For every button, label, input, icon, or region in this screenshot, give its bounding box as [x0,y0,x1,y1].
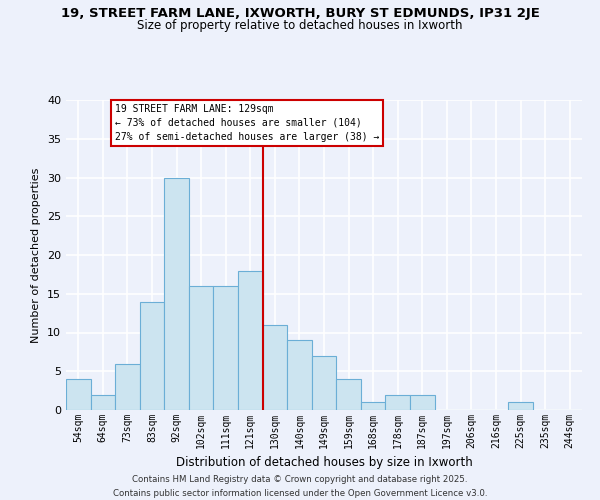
Bar [410,394,434,410]
X-axis label: Distribution of detached houses by size in Ixworth: Distribution of detached houses by size … [176,456,472,469]
Bar [214,286,238,410]
Text: 19 STREET FARM LANE: 129sqm
← 73% of detached houses are smaller (104)
27% of se: 19 STREET FARM LANE: 129sqm ← 73% of det… [115,104,380,142]
Bar [287,340,312,410]
Bar [164,178,189,410]
Bar [263,325,287,410]
Bar [238,270,263,410]
Bar [91,394,115,410]
Bar [361,402,385,410]
Y-axis label: Number of detached properties: Number of detached properties [31,168,41,342]
Bar [508,402,533,410]
Text: Size of property relative to detached houses in Ixworth: Size of property relative to detached ho… [137,18,463,32]
Bar [140,302,164,410]
Bar [336,379,361,410]
Bar [115,364,140,410]
Bar [312,356,336,410]
Text: Contains HM Land Registry data © Crown copyright and database right 2025.
Contai: Contains HM Land Registry data © Crown c… [113,476,487,498]
Bar [385,394,410,410]
Bar [66,379,91,410]
Text: 19, STREET FARM LANE, IXWORTH, BURY ST EDMUNDS, IP31 2JE: 19, STREET FARM LANE, IXWORTH, BURY ST E… [61,8,539,20]
Bar [189,286,214,410]
